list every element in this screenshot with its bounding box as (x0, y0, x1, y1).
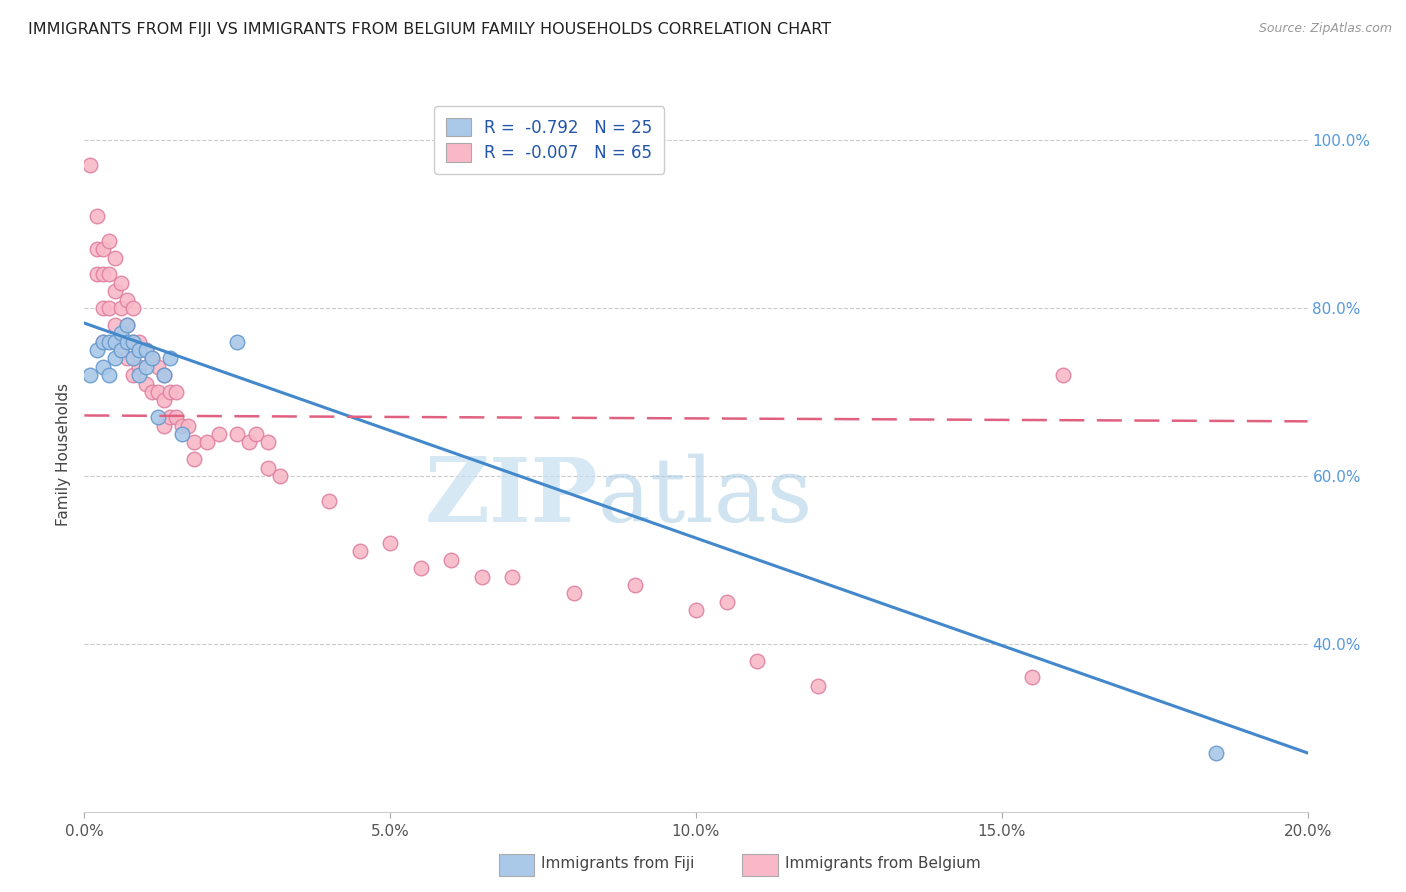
Point (115, 293, 138, 307)
Point (238, 435, 260, 450)
Point (104, 334, 127, 349)
Point (128, 334, 150, 349)
Point (97, 268, 120, 282)
Point (562, 586, 585, 600)
Point (97, 368, 120, 383)
Point (135, 343, 157, 357)
Point (153, 418, 176, 433)
Point (471, 569, 494, 583)
Point (122, 351, 145, 366)
Point (146, 359, 169, 374)
Point (91, 242, 114, 256)
Point (86, 268, 108, 282)
Point (409, 561, 432, 575)
Point (146, 410, 169, 425)
Point (128, 368, 150, 383)
Point (86, 242, 108, 256)
Point (91, 334, 114, 349)
Point (104, 318, 127, 332)
Text: Immigrants from Fiji: Immigrants from Fiji (541, 856, 695, 871)
Point (135, 376, 157, 391)
Point (128, 343, 150, 357)
Point (165, 384, 187, 399)
Point (440, 553, 463, 567)
Point (91, 301, 114, 315)
Point (115, 334, 138, 349)
Point (97, 334, 120, 349)
Point (747, 654, 769, 668)
Point (716, 595, 738, 609)
Point (86, 343, 108, 357)
Point (128, 359, 150, 374)
Point (135, 343, 157, 357)
Point (110, 276, 132, 290)
Point (110, 334, 132, 349)
Point (153, 393, 176, 408)
Point (349, 544, 371, 558)
Point (257, 435, 280, 450)
Point (1021, 670, 1043, 684)
Point (1205, 746, 1227, 760)
Point (104, 251, 127, 265)
Legend: R =  -0.792   N = 25, R =  -0.007   N = 65: R = -0.792 N = 25, R = -0.007 N = 65 (434, 106, 664, 174)
Point (159, 351, 181, 366)
Point (257, 460, 280, 475)
Point (177, 418, 200, 433)
Point (115, 318, 138, 332)
Point (245, 426, 267, 441)
Point (141, 384, 163, 399)
Point (79, 368, 101, 383)
Point (91, 268, 114, 282)
Point (807, 679, 830, 693)
Point (104, 284, 127, 298)
Point (141, 351, 163, 366)
Point (122, 301, 145, 315)
Point (115, 318, 138, 332)
Point (104, 351, 127, 366)
Text: Source: ZipAtlas.com: Source: ZipAtlas.com (1258, 22, 1392, 36)
Text: ZIP: ZIP (425, 454, 598, 541)
Point (110, 343, 132, 357)
Point (79, 158, 101, 172)
Point (146, 384, 169, 399)
Point (159, 384, 181, 399)
Point (208, 426, 231, 441)
Y-axis label: Family Households: Family Households (56, 384, 72, 526)
Point (502, 569, 524, 583)
Point (122, 334, 145, 349)
Point (141, 351, 163, 366)
Point (91, 334, 114, 349)
Point (97, 234, 120, 248)
Point (1052, 368, 1074, 383)
Point (110, 326, 132, 341)
Point (172, 426, 194, 441)
Point (97, 301, 120, 315)
Text: Immigrants from Belgium: Immigrants from Belgium (785, 856, 980, 871)
Text: atlas: atlas (598, 454, 813, 541)
Point (165, 410, 187, 425)
Point (624, 578, 647, 592)
Point (183, 435, 205, 450)
Point (135, 359, 157, 374)
Point (153, 368, 176, 383)
Text: IMMIGRANTS FROM FIJI VS IMMIGRANTS FROM BELGIUM FAMILY HOUSEHOLDS CORRELATION CH: IMMIGRANTS FROM FIJI VS IMMIGRANTS FROM … (28, 22, 831, 37)
Point (685, 603, 707, 617)
Point (380, 536, 402, 550)
Point (226, 334, 249, 349)
Point (195, 435, 218, 450)
Point (110, 301, 132, 315)
Point (122, 334, 145, 349)
Point (159, 410, 181, 425)
Point (153, 368, 176, 383)
Point (91, 359, 114, 374)
Point (183, 452, 205, 467)
Point (172, 418, 194, 433)
Point (269, 469, 291, 483)
Point (115, 351, 138, 366)
Point (318, 494, 340, 508)
Point (86, 209, 108, 223)
Point (226, 426, 249, 441)
Point (122, 368, 145, 383)
